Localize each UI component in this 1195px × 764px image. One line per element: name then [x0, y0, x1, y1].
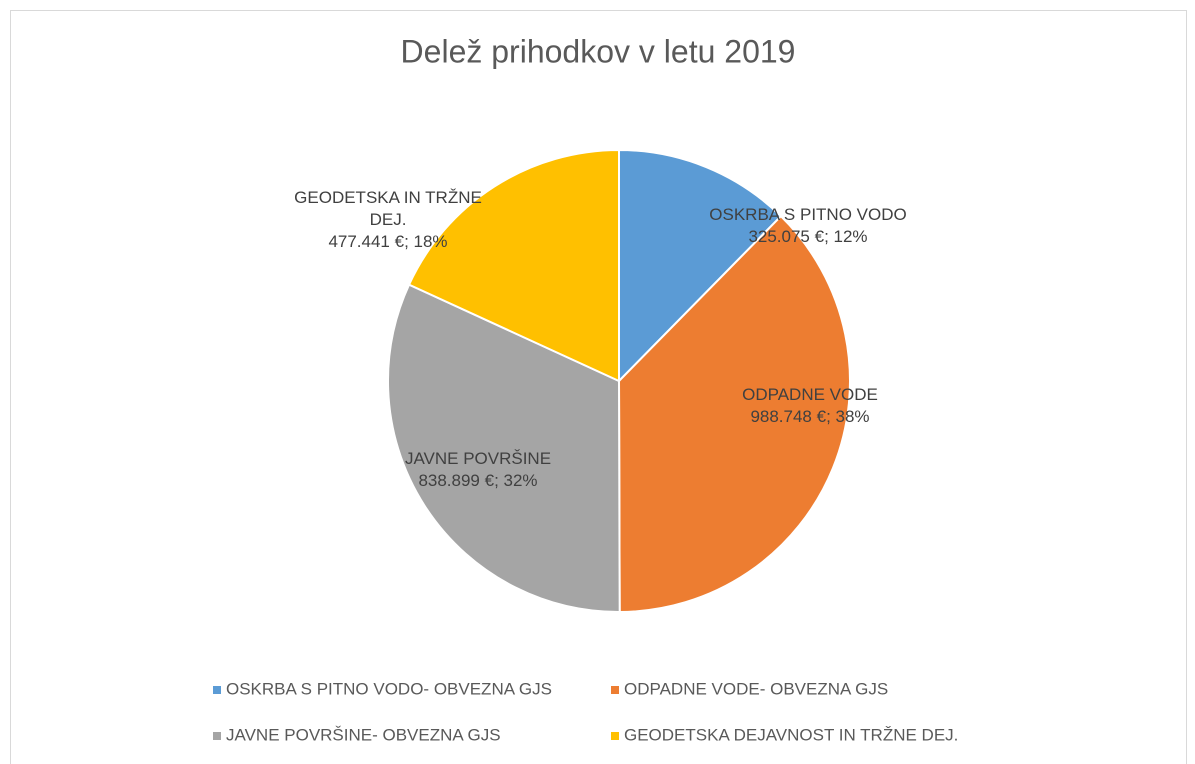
pie-slice: [407, 148, 620, 383]
pie-slice: [617, 214, 851, 614]
legend-label: ODPADNE VODE- OBVEZNA GJS: [624, 679, 888, 698]
pie-slice: [618, 148, 783, 384]
data-label-value: 988.748 €; 38%: [750, 407, 870, 426]
legend-label: JAVNE POVRŠINE- OBVEZNA GJS: [226, 725, 501, 744]
data-label-value: 477.441 €; 18%: [328, 232, 448, 251]
data-label: OSKRBA S PITNO VODO 325.075 €; 12%: [678, 204, 938, 248]
data-label: JAVNE POVRŠINE 838.899 €; 32%: [368, 448, 588, 492]
legend-label: OSKRBA S PITNO VODO- OBVEZNA GJS: [226, 679, 552, 698]
legend-marker: [611, 732, 619, 740]
data-label-value: 838.899 €; 32%: [418, 471, 538, 490]
data-label-name: OSKRBA S PITNO VODO: [709, 205, 907, 224]
data-label-name: JAVNE POVRŠINE: [404, 449, 552, 468]
data-label: ODPADNE VODE 988.748 €; 38%: [700, 384, 920, 428]
data-label: GEODETSKA IN TRŽNE DEJ. 477.441 €; 18%: [288, 187, 488, 253]
data-label-name: ODPADNE VODE: [742, 385, 878, 404]
data-label-value: 325.075 €; 12%: [748, 227, 868, 246]
chart-title: Delež prihodkov v letu 2019: [401, 33, 796, 69]
legend-marker: [213, 732, 221, 740]
legend-marker: [213, 686, 221, 694]
pie-slice: [387, 283, 621, 613]
data-label-name: GEODETSKA IN TRŽNE DEJ.: [294, 188, 482, 229]
legend-marker: [611, 686, 619, 694]
legend-label: GEODETSKA DEJAVNOST IN TRŽNE DEJ.: [624, 725, 958, 744]
